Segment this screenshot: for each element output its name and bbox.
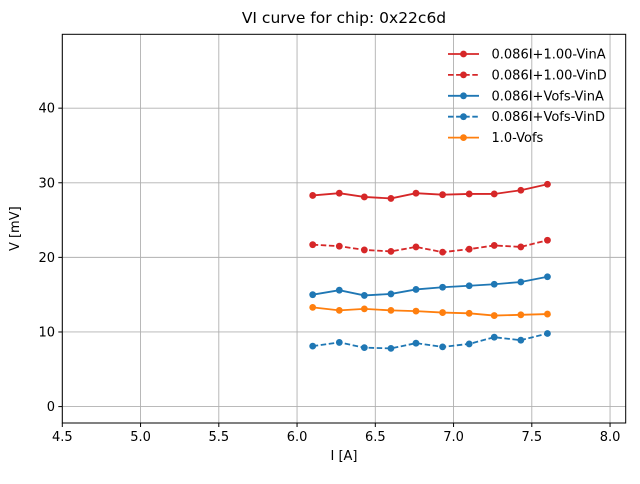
- data-point: [412, 189, 420, 197]
- legend-sample-marker: [460, 71, 467, 79]
- data-point: [439, 283, 446, 291]
- legend-label: 0.086I+Vofs-VinA: [492, 89, 605, 104]
- data-point: [335, 286, 343, 294]
- x-tick-label: 8.0: [600, 430, 621, 445]
- legend-item-1: 0.086I+1.00-VinD: [448, 68, 607, 83]
- chart-title: VI curve for chip: 0x22c6d: [242, 9, 446, 27]
- data-point: [335, 242, 343, 250]
- data-point: [465, 340, 473, 348]
- data-point: [387, 344, 395, 352]
- data-point: [309, 192, 317, 199]
- data-point: [309, 342, 317, 350]
- data-point: [439, 191, 446, 199]
- data-point: [412, 243, 420, 251]
- data-point: [360, 246, 368, 254]
- data-point: [490, 242, 498, 249]
- x-tick-label: 4.5: [52, 430, 73, 445]
- data-point: [517, 186, 525, 194]
- data-point: [309, 241, 317, 249]
- data-point: [335, 306, 343, 314]
- data-point: [387, 195, 395, 202]
- legend-item-4: 1.0-Vofs: [448, 131, 544, 146]
- data-point: [412, 307, 420, 315]
- data-point: [309, 291, 317, 299]
- data-point: [387, 290, 395, 298]
- x-tick-label: 6.0: [287, 430, 308, 445]
- data-point: [517, 336, 525, 344]
- data-point: [465, 309, 473, 317]
- x-tick-label: 7.5: [521, 430, 542, 445]
- series-line-4: [312, 306, 548, 317]
- data-point: [360, 193, 368, 201]
- y-axis-label: V [mV]: [8, 206, 23, 251]
- data-point: [335, 189, 343, 197]
- series-line-0: [312, 183, 548, 200]
- y-tick-label: 30: [38, 176, 55, 191]
- data-point: [490, 333, 498, 341]
- data-point: [544, 330, 551, 337]
- x-tick-label: 5.5: [208, 430, 229, 445]
- legend-label: 1.0-Vofs: [492, 131, 544, 146]
- data-series: [309, 180, 551, 352]
- legend-label: 0.086I+1.00-VinA: [492, 48, 606, 63]
- x-tick-label: 7.0: [443, 430, 464, 445]
- data-point: [335, 339, 343, 346]
- data-point: [544, 180, 551, 188]
- data-point: [465, 282, 473, 290]
- plot-frame: [61, 33, 627, 424]
- legend: 0.086I+1.00-VinA 0.086I+1.00-VinD 0.086I+V…: [448, 48, 607, 146]
- series-line-3: [312, 332, 548, 350]
- data-point: [490, 280, 498, 288]
- data-point: [465, 190, 473, 198]
- data-point: [439, 309, 446, 316]
- y-tick-label: 10: [38, 325, 55, 340]
- series-line-2: [312, 275, 548, 297]
- data-point: [517, 278, 525, 286]
- x-axis-label: I [A]: [330, 449, 357, 464]
- legend-item-0: 0.086I+1.00-VinA: [448, 48, 606, 63]
- data-point: [360, 305, 368, 313]
- x-tick-label: 6.5: [365, 430, 386, 445]
- data-point: [360, 344, 368, 352]
- data-point: [412, 286, 420, 293]
- legend-item-2: 0.086I+Vofs-VinA: [448, 89, 604, 104]
- data-point: [544, 236, 551, 244]
- legend-item-3: 0.086I+Vofs-VinD: [448, 110, 605, 125]
- data-point: [465, 245, 473, 253]
- data-point: [387, 248, 395, 255]
- legend-label: 0.086I+Vofs-VinD: [492, 110, 606, 125]
- y-tick-label: 20: [38, 251, 55, 266]
- data-point: [360, 292, 368, 299]
- data-point: [490, 312, 498, 319]
- legend-sample-marker: [460, 113, 467, 121]
- data-point: [517, 243, 525, 251]
- data-point: [387, 306, 395, 314]
- data-point: [412, 339, 420, 347]
- axis-ticks: 4.5 5.0 5.5 6.0 6.5 7.0 7.5 8.0 0 10 20 30 40: [38, 102, 620, 445]
- legend-sample-marker: [460, 134, 467, 142]
- data-point: [517, 311, 525, 319]
- y-tick-label: 40: [38, 102, 55, 117]
- grid-lines: [61, 34, 626, 423]
- data-point: [309, 303, 317, 311]
- x-tick-label: 5.0: [130, 430, 151, 445]
- data-point: [439, 343, 446, 351]
- data-point: [544, 310, 551, 318]
- legend-label: 0.086I+1.00-VinD: [492, 68, 607, 83]
- data-point: [544, 273, 551, 281]
- data-point: [490, 190, 498, 198]
- y-tick-label: 0: [47, 400, 55, 415]
- legend-sample-marker: [460, 92, 467, 100]
- series-line-1: [312, 239, 548, 254]
- data-point: [439, 248, 446, 256]
- legend-sample-marker: [460, 50, 467, 58]
